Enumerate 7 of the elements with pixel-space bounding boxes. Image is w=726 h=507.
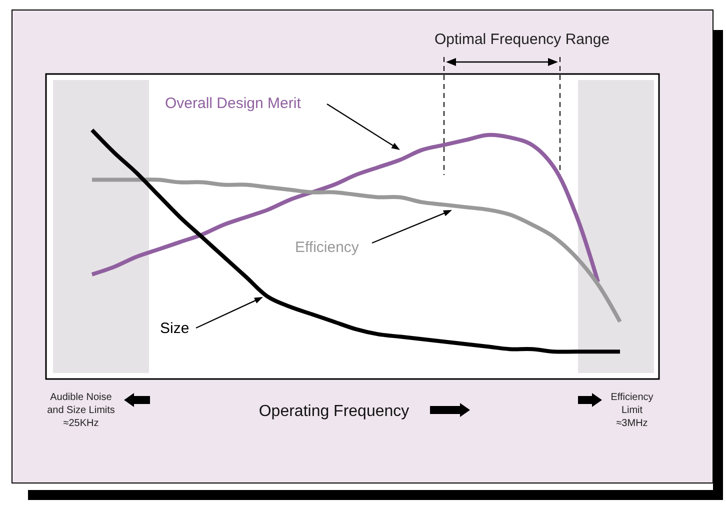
text: Optimal Frequency Range [434,31,610,48]
x-axis-title: Operating Frequency [258,403,410,420]
text: Efficiency Limit ≈3MHz [610,392,654,429]
text: Size [160,320,190,337]
text: Overall Design Merit [165,95,302,112]
text: Audible Noise and Size Limits ≈25KHz [47,392,115,429]
text: Efficiency [295,239,360,256]
